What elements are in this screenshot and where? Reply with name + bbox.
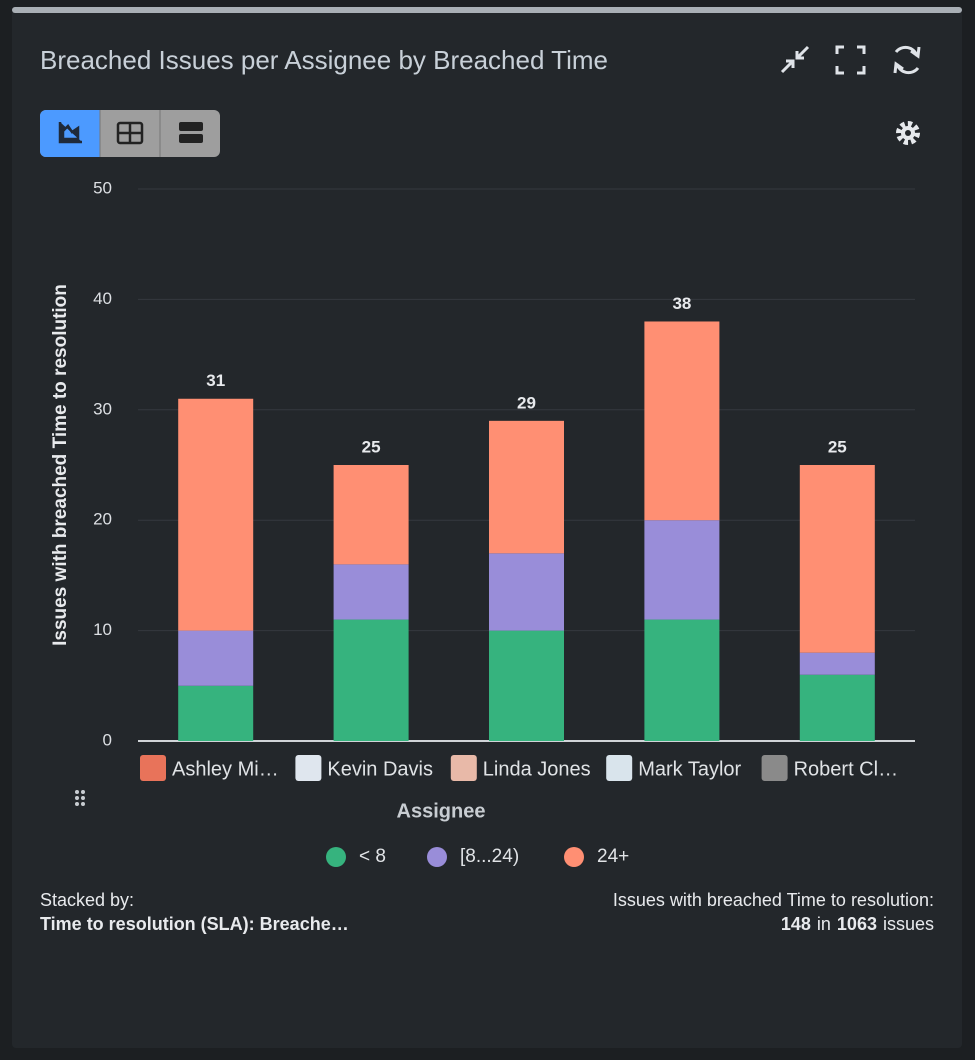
stacked-by-label: Stacked by: xyxy=(40,890,134,910)
bar-segment xyxy=(333,619,409,741)
avatar xyxy=(606,755,633,781)
breached-count: 148 xyxy=(781,914,811,934)
list-icon-top[interactable] xyxy=(179,122,203,131)
y-tick-label: 30 xyxy=(93,399,112,418)
bar-segment xyxy=(489,630,564,741)
y-tick-label: 40 xyxy=(93,289,112,308)
bar-segment xyxy=(644,520,720,620)
avatar xyxy=(295,755,322,781)
total-label: 38 xyxy=(672,294,691,313)
list-icon-bottom xyxy=(179,134,203,143)
y-tick-label: 20 xyxy=(93,510,112,529)
settings-icon[interactable] xyxy=(896,121,920,145)
bar-segment xyxy=(799,674,875,741)
legend-marker xyxy=(326,847,346,867)
total-label: 29 xyxy=(517,393,536,412)
bar-segment xyxy=(489,553,564,631)
bar-segment xyxy=(799,652,875,675)
view-toggle xyxy=(40,110,220,157)
total-label: 31 xyxy=(206,371,225,390)
legend-label: < 8 xyxy=(359,846,386,867)
window-icons xyxy=(780,45,921,75)
chart-view-button[interactable] xyxy=(40,110,100,157)
total-label: 25 xyxy=(828,437,847,456)
summary-value: 148 in 1063 issues xyxy=(781,914,934,934)
bar-segment xyxy=(333,564,409,620)
fullscreen-icon[interactable] xyxy=(835,45,866,75)
issues-text: issues xyxy=(883,914,934,934)
gear-teeth xyxy=(896,121,920,145)
summary-label: Issues with breached Time to resolution: xyxy=(613,890,934,910)
bar-segment xyxy=(799,465,875,653)
bar-segment xyxy=(644,321,720,521)
bar-segment xyxy=(178,398,254,631)
x-tick-label: Linda Jones xyxy=(483,758,591,780)
gear-hole xyxy=(905,130,911,136)
x-tick-label: Kevin Davis xyxy=(327,758,433,780)
total-count: 1063 xyxy=(837,914,877,934)
y-tick-label: 50 xyxy=(93,178,112,197)
legend-label: [8...24) xyxy=(460,846,519,867)
bar-segment xyxy=(333,465,409,565)
refresh-icon[interactable] xyxy=(893,45,921,75)
x-axis-title: Assignee xyxy=(397,800,486,822)
legend-marker xyxy=(564,847,584,867)
widget-title: Breached Issues per Assignee by Breached… xyxy=(40,45,608,75)
y-tick-label: 0 xyxy=(103,730,112,749)
avatar xyxy=(140,755,166,781)
avatar xyxy=(761,755,788,781)
panel xyxy=(12,7,962,1048)
bar-segment xyxy=(489,420,564,554)
in-text: in xyxy=(817,914,831,934)
bar-segment xyxy=(178,685,254,741)
bar-segment xyxy=(178,630,254,686)
x-tick-label: Robert Cl… xyxy=(794,758,898,780)
drag-handle[interactable] xyxy=(75,790,85,806)
legend-label: 24+ xyxy=(597,846,629,867)
table-icon-lines xyxy=(118,123,142,143)
y-tick-label: 10 xyxy=(93,620,112,639)
collapse-icon[interactable] xyxy=(780,45,810,74)
avatar xyxy=(450,755,477,781)
total-label: 25 xyxy=(362,437,381,456)
chart-icon xyxy=(58,122,82,144)
x-tick-label: Ashley Mi… xyxy=(172,758,279,780)
panel-top-border xyxy=(12,7,962,13)
legend-marker xyxy=(427,847,447,867)
bar-segment xyxy=(644,619,720,741)
stacked-by-value: Time to resolution (SLA): Breache… xyxy=(40,914,349,934)
y-axis-title: Issues with breached Time to resolution xyxy=(50,284,71,646)
x-tick-label: Mark Taylor xyxy=(638,758,741,780)
